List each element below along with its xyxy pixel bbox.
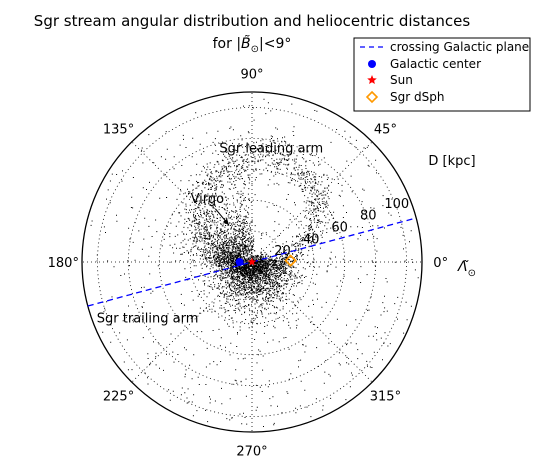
legend-sgr-dsph-marker	[365, 90, 379, 104]
angle-tick-label-225: 225°	[103, 389, 134, 404]
angular-axis-label: Λ̃⊙	[457, 259, 476, 279]
galactic-center-marker	[235, 258, 244, 266]
annotations: Sgr leading arm Virgo Sgr trailing arm	[97, 141, 323, 326]
radial-grid-circle-100	[97, 107, 407, 417]
tick-labels: 0° 45° 90° 135° 180° 225° 270° 315° 20 40 60 80 100	[48, 67, 448, 459]
legend-box	[353, 37, 531, 112]
angle-tick-label-45: 45°	[374, 123, 397, 138]
legend-entry-galactic-plane: crossing Galactic plane	[390, 40, 529, 54]
legend-galactic-center-marker	[368, 60, 376, 68]
angle-tick-label-270: 270°	[236, 445, 267, 460]
special-markers	[87, 217, 417, 307]
legend-entry-sun: Sun	[390, 73, 413, 87]
angle-tick-label-90: 90°	[240, 67, 263, 82]
radial-grid-circle-40	[189, 199, 315, 325]
angle-tick-label-315: 315°	[370, 389, 401, 404]
radial-tick-label-60: 60	[331, 221, 348, 236]
angle-tick-label-135: 135°	[103, 123, 134, 138]
outer-axis-circle	[81, 91, 423, 433]
polar-grid	[81, 91, 423, 433]
annotation-2: Sgr trailing arm	[97, 311, 199, 326]
chart-subtitle: for |B̃⊙|<9°	[213, 35, 292, 55]
chart-title: Sgr stream angular distribution and heli…	[34, 12, 471, 30]
sgr-dsph-marker	[284, 254, 297, 267]
legend-sun-marker	[367, 75, 377, 84]
angle-tick-label-180: 180°	[48, 256, 79, 271]
radial-tick-label-80: 80	[360, 209, 377, 224]
radial-tick-label-100: 100	[384, 197, 409, 212]
radial-axis-label: D [kpc]	[428, 154, 475, 169]
stream-point-cloud	[90, 98, 419, 428]
legend-entry-sgr-dsph: Sgr dSph	[390, 90, 444, 104]
angular-grid-line-45°	[251, 141, 373, 263]
angle-tick-label-0: 0°	[433, 256, 448, 271]
radial-grid-circle-80	[127, 137, 377, 387]
annotation-arrowhead-1	[222, 218, 230, 226]
annotation-0: Sgr leading arm	[219, 141, 323, 156]
angular-grid-line-225°	[131, 261, 253, 383]
angular-grid-line-135°	[131, 141, 253, 263]
radial-tick-label-40: 40	[303, 232, 320, 247]
stream-points	[90, 98, 419, 428]
legend: crossing Galactic plane Galactic center …	[353, 37, 531, 112]
annotation-1: Virgo	[191, 192, 225, 207]
radial-tick-label-20: 20	[274, 244, 291, 259]
radial-grid-circle-20	[220, 230, 284, 294]
sun-marker	[247, 257, 257, 266]
legend-entry-galactic-center: Galactic center	[390, 57, 481, 71]
angular-grid-line-315°	[251, 261, 373, 383]
